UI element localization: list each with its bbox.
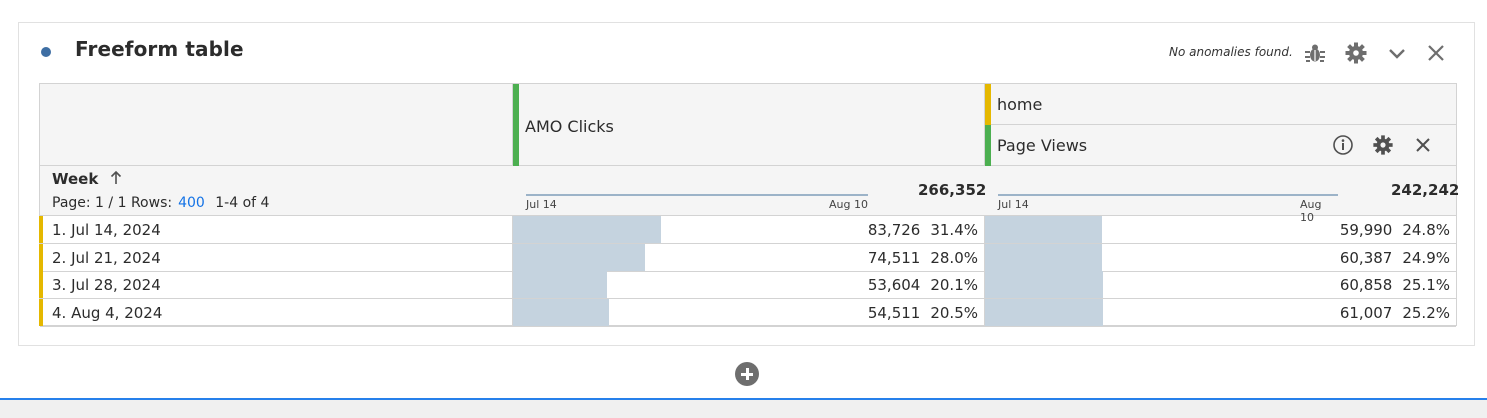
anomaly-status-text: No anomalies found. bbox=[1169, 45, 1293, 59]
cell-percent-bar bbox=[985, 271, 1103, 299]
add-visualization-plus-icon[interactable] bbox=[735, 362, 759, 386]
cell-value: 61,007 25.2% bbox=[1340, 304, 1450, 322]
table-subheader: Week Page: 1 / 1 Rows: 400 1-4 of 4 Jul 1… bbox=[40, 166, 1460, 224]
table-cell[interactable]: 53,604 20.1% bbox=[512, 271, 984, 299]
table-cell[interactable]: 74,511 28.0% bbox=[512, 243, 984, 271]
cell-value: 59,990 24.8% bbox=[1340, 221, 1450, 239]
metric-label: Page Views bbox=[997, 136, 1088, 155]
cell-number: 61,007 bbox=[1339, 303, 1393, 322]
freeform-table: AMO Clicks home Page Views Week bbox=[39, 83, 1460, 327]
close-icon[interactable] bbox=[1424, 41, 1448, 65]
table-cell[interactable]: 60,387 24.9% bbox=[984, 243, 1456, 271]
panel-title: Freeform table bbox=[75, 37, 244, 61]
cell-number: 53,604 bbox=[867, 276, 921, 295]
cell-value: 54,511 20.5% bbox=[868, 304, 978, 322]
cell-percent: 20.5% bbox=[930, 303, 978, 322]
table-cell[interactable]: 54,511 20.5% bbox=[512, 298, 984, 326]
cell-value: 74,511 28.0% bbox=[868, 249, 978, 267]
cell-percent-bar bbox=[513, 243, 645, 271]
column-drag-handle[interactable] bbox=[513, 84, 519, 166]
cell-percent-bar bbox=[513, 271, 607, 299]
info-icon[interactable] bbox=[1332, 134, 1354, 156]
panel-header: Freeform table No anomalies found. bbox=[19, 23, 1474, 83]
sparkline-end-label: Aug 10 bbox=[1300, 198, 1322, 224]
sparkline-line bbox=[998, 194, 1338, 196]
table-cell[interactable]: 59,990 24.8% bbox=[984, 216, 1456, 243]
table-cell[interactable]: 61,007 25.2% bbox=[984, 298, 1456, 326]
table-row[interactable]: 3. Jul 28, 2024 53,604 20.1% 60,858 25.1% bbox=[39, 271, 1456, 300]
cell-percent: 31.4% bbox=[930, 221, 978, 239]
cell-value: 53,604 20.1% bbox=[868, 276, 978, 294]
row-accent bbox=[39, 243, 43, 271]
sparkline-end-label: Aug 10 bbox=[829, 198, 868, 211]
column-header-page-views[interactable]: Page Views bbox=[984, 125, 1456, 166]
sparkline-start-label: Jul 14 bbox=[998, 198, 1029, 211]
remove-column-close-icon[interactable] bbox=[1412, 134, 1434, 156]
cell-percent-bar bbox=[985, 298, 1103, 326]
table-cell[interactable]: 83,726 31.4% bbox=[512, 216, 984, 243]
segment-drag-handle[interactable] bbox=[985, 84, 991, 125]
cell-percent-bar bbox=[985, 216, 1102, 243]
dimension-header-blank bbox=[40, 84, 512, 166]
panel-status-dot bbox=[41, 47, 51, 57]
table-row[interactable]: 1. Jul 14, 2024 83,726 31.4% 59,990 24.8% bbox=[39, 216, 1456, 244]
cell-percent: 20.1% bbox=[930, 276, 978, 295]
gear-icon[interactable] bbox=[1344, 41, 1368, 65]
row-accent bbox=[39, 216, 43, 243]
table-row[interactable]: 2. Jul 21, 2024 74,511 28.0% 60,387 24.9% bbox=[39, 243, 1456, 272]
cell-percent: 28.0% bbox=[930, 248, 978, 267]
table-row[interactable]: 4. Aug 4, 2024 54,511 20.5% 61,007 25.2% bbox=[39, 298, 1456, 327]
cell-value: 60,858 25.1% bbox=[1340, 276, 1450, 294]
sparkline-start-label: Jul 14 bbox=[526, 198, 557, 211]
column-header-segment-home[interactable]: home bbox=[984, 84, 1456, 125]
cell-percent: 25.2% bbox=[1402, 303, 1450, 322]
row-label[interactable]: 1. Jul 14, 2024 bbox=[52, 221, 161, 239]
dimension-label[interactable]: Week bbox=[52, 170, 99, 188]
sparkline-amo-clicks: Jul 14 Aug 10 bbox=[526, 166, 868, 216]
cell-number: 60,858 bbox=[1339, 276, 1393, 295]
column-total: 266,352 bbox=[918, 181, 987, 199]
cell-percent: 25.1% bbox=[1402, 276, 1450, 295]
sparkline-page-views: Jul 14 Aug 10 bbox=[998, 166, 1338, 224]
page-indicator: Page: 1 / 1 bbox=[52, 195, 127, 211]
column-header-amo-clicks[interactable]: AMO Clicks bbox=[512, 84, 984, 166]
bug-icon[interactable] bbox=[1303, 41, 1327, 65]
segment-label: home bbox=[997, 95, 1043, 114]
cell-value: 83,726 31.4% bbox=[868, 221, 978, 239]
metric-label: AMO Clicks bbox=[525, 117, 614, 136]
cell-number: 83,726 bbox=[867, 221, 921, 239]
table-cell[interactable]: 60,858 25.1% bbox=[984, 271, 1456, 299]
row-accent bbox=[39, 298, 43, 326]
freeform-table-panel: Freeform table No anomalies found. AMO C… bbox=[18, 22, 1475, 346]
bottom-footer-bar bbox=[0, 398, 1487, 418]
cell-number: 54,511 bbox=[867, 303, 921, 322]
cell-number: 74,511 bbox=[867, 248, 921, 267]
column-total: 242,242 bbox=[1391, 181, 1460, 199]
row-label[interactable]: 3. Jul 28, 2024 bbox=[52, 276, 161, 295]
row-label[interactable]: 2. Jul 21, 2024 bbox=[52, 248, 161, 267]
column-drag-handle[interactable] bbox=[985, 125, 991, 166]
column-settings-gear-icon[interactable] bbox=[1372, 134, 1394, 156]
sort-ascending-icon[interactable] bbox=[108, 169, 124, 187]
sparkline-line bbox=[526, 194, 868, 196]
row-label[interactable]: 4. Aug 4, 2024 bbox=[52, 303, 163, 322]
row-range: 1-4 of 4 bbox=[215, 195, 270, 211]
cell-percent: 24.9% bbox=[1402, 248, 1450, 267]
cell-number: 60,387 bbox=[1339, 248, 1393, 267]
rows-per-page-link[interactable]: 400 bbox=[178, 195, 205, 211]
rows-label: Rows: bbox=[130, 195, 173, 211]
cell-percent-bar bbox=[513, 298, 609, 326]
cell-percent: 24.8% bbox=[1402, 221, 1450, 239]
cell-number: 59,990 bbox=[1339, 221, 1393, 239]
cell-percent-bar bbox=[985, 243, 1102, 271]
cell-percent-bar bbox=[513, 216, 661, 243]
row-accent bbox=[39, 271, 43, 299]
chevron-down-icon[interactable] bbox=[1385, 41, 1409, 65]
cell-value: 60,387 24.9% bbox=[1340, 249, 1450, 267]
pagination: Page: 1 / 1 Rows: 400 1-4 of 4 bbox=[52, 195, 269, 211]
